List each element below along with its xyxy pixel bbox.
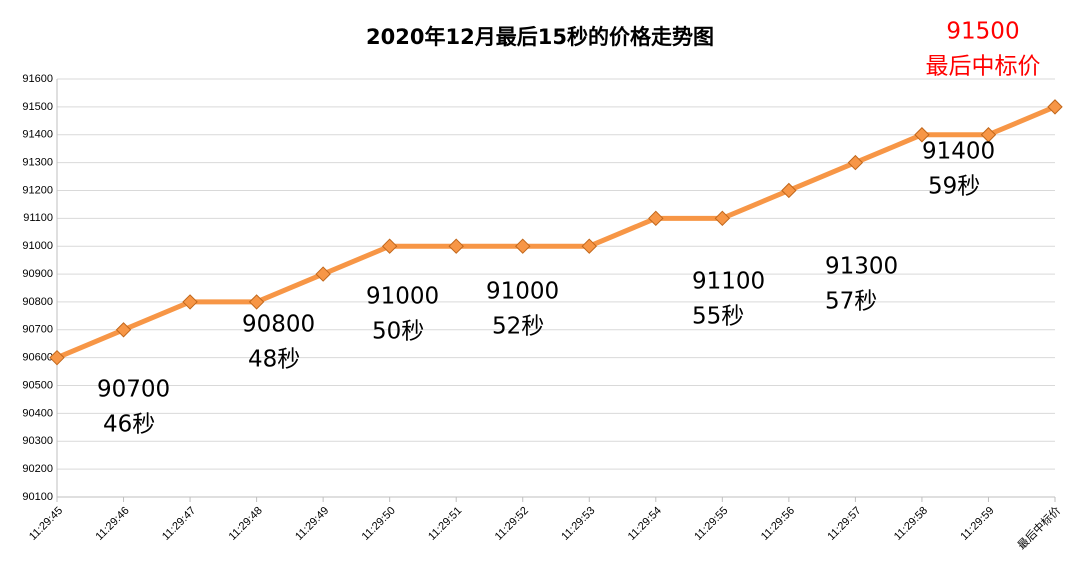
annotation: 91300: [825, 254, 898, 280]
marker: [648, 210, 664, 227]
annotation: 91000: [366, 284, 439, 310]
annotation: 90700: [97, 377, 170, 403]
marker: [448, 238, 464, 254]
y-tick-label: 90300: [22, 435, 53, 447]
y-tick-label: 91500: [22, 101, 53, 113]
annotation: 91400: [922, 139, 995, 165]
y-tick-label: 91200: [22, 184, 53, 196]
y-tick-label: 90200: [22, 463, 53, 475]
annotation: 91000: [486, 279, 559, 305]
line: [56, 104, 1056, 360]
annotation: 46秒: [103, 412, 155, 438]
y-tick-label: 90800: [22, 296, 53, 308]
annotation: 91100: [692, 269, 765, 295]
marker: [515, 238, 531, 254]
y-tick-label: 91300: [22, 157, 53, 169]
y-tick-label: 91000: [22, 240, 53, 252]
marker: [381, 238, 398, 254]
y-tick-label: 90900: [22, 268, 53, 280]
y-tick-label: 90400: [22, 407, 53, 419]
annotation: 91500: [946, 19, 1019, 45]
annotation: 57秒: [825, 289, 877, 315]
chart-title: 2020年12月最后15秒的价格走势图: [366, 25, 714, 49]
marker: [581, 238, 597, 254]
annotation: 55秒: [692, 304, 744, 330]
annotation: 48秒: [248, 347, 300, 373]
marker: [182, 294, 198, 310]
y-tick-label: 90100: [22, 491, 53, 503]
y-tick-label: 90600: [22, 352, 53, 364]
y-tick-label: 91400: [22, 129, 53, 141]
annotation: 52秒: [492, 314, 544, 340]
annotation: 最后中标价: [926, 54, 1041, 80]
marker: [914, 127, 930, 143]
y-tick-label: 91600: [22, 73, 53, 85]
annotation: 50秒: [372, 319, 424, 345]
marker: [248, 294, 265, 310]
y-tick-label: 91100: [23, 212, 53, 224]
marker: [115, 322, 132, 338]
marker: [980, 127, 997, 143]
marker: [847, 154, 864, 171]
y-tick-label: 90700: [22, 324, 53, 336]
marker: [781, 182, 797, 199]
marker: [714, 210, 731, 227]
marker: [49, 349, 65, 366]
marker: [1047, 99, 1063, 115]
annotation: 90800: [242, 312, 315, 338]
marker: [315, 266, 331, 282]
y-tick-label: 90500: [22, 379, 53, 391]
annotation: 59秒: [928, 174, 980, 200]
